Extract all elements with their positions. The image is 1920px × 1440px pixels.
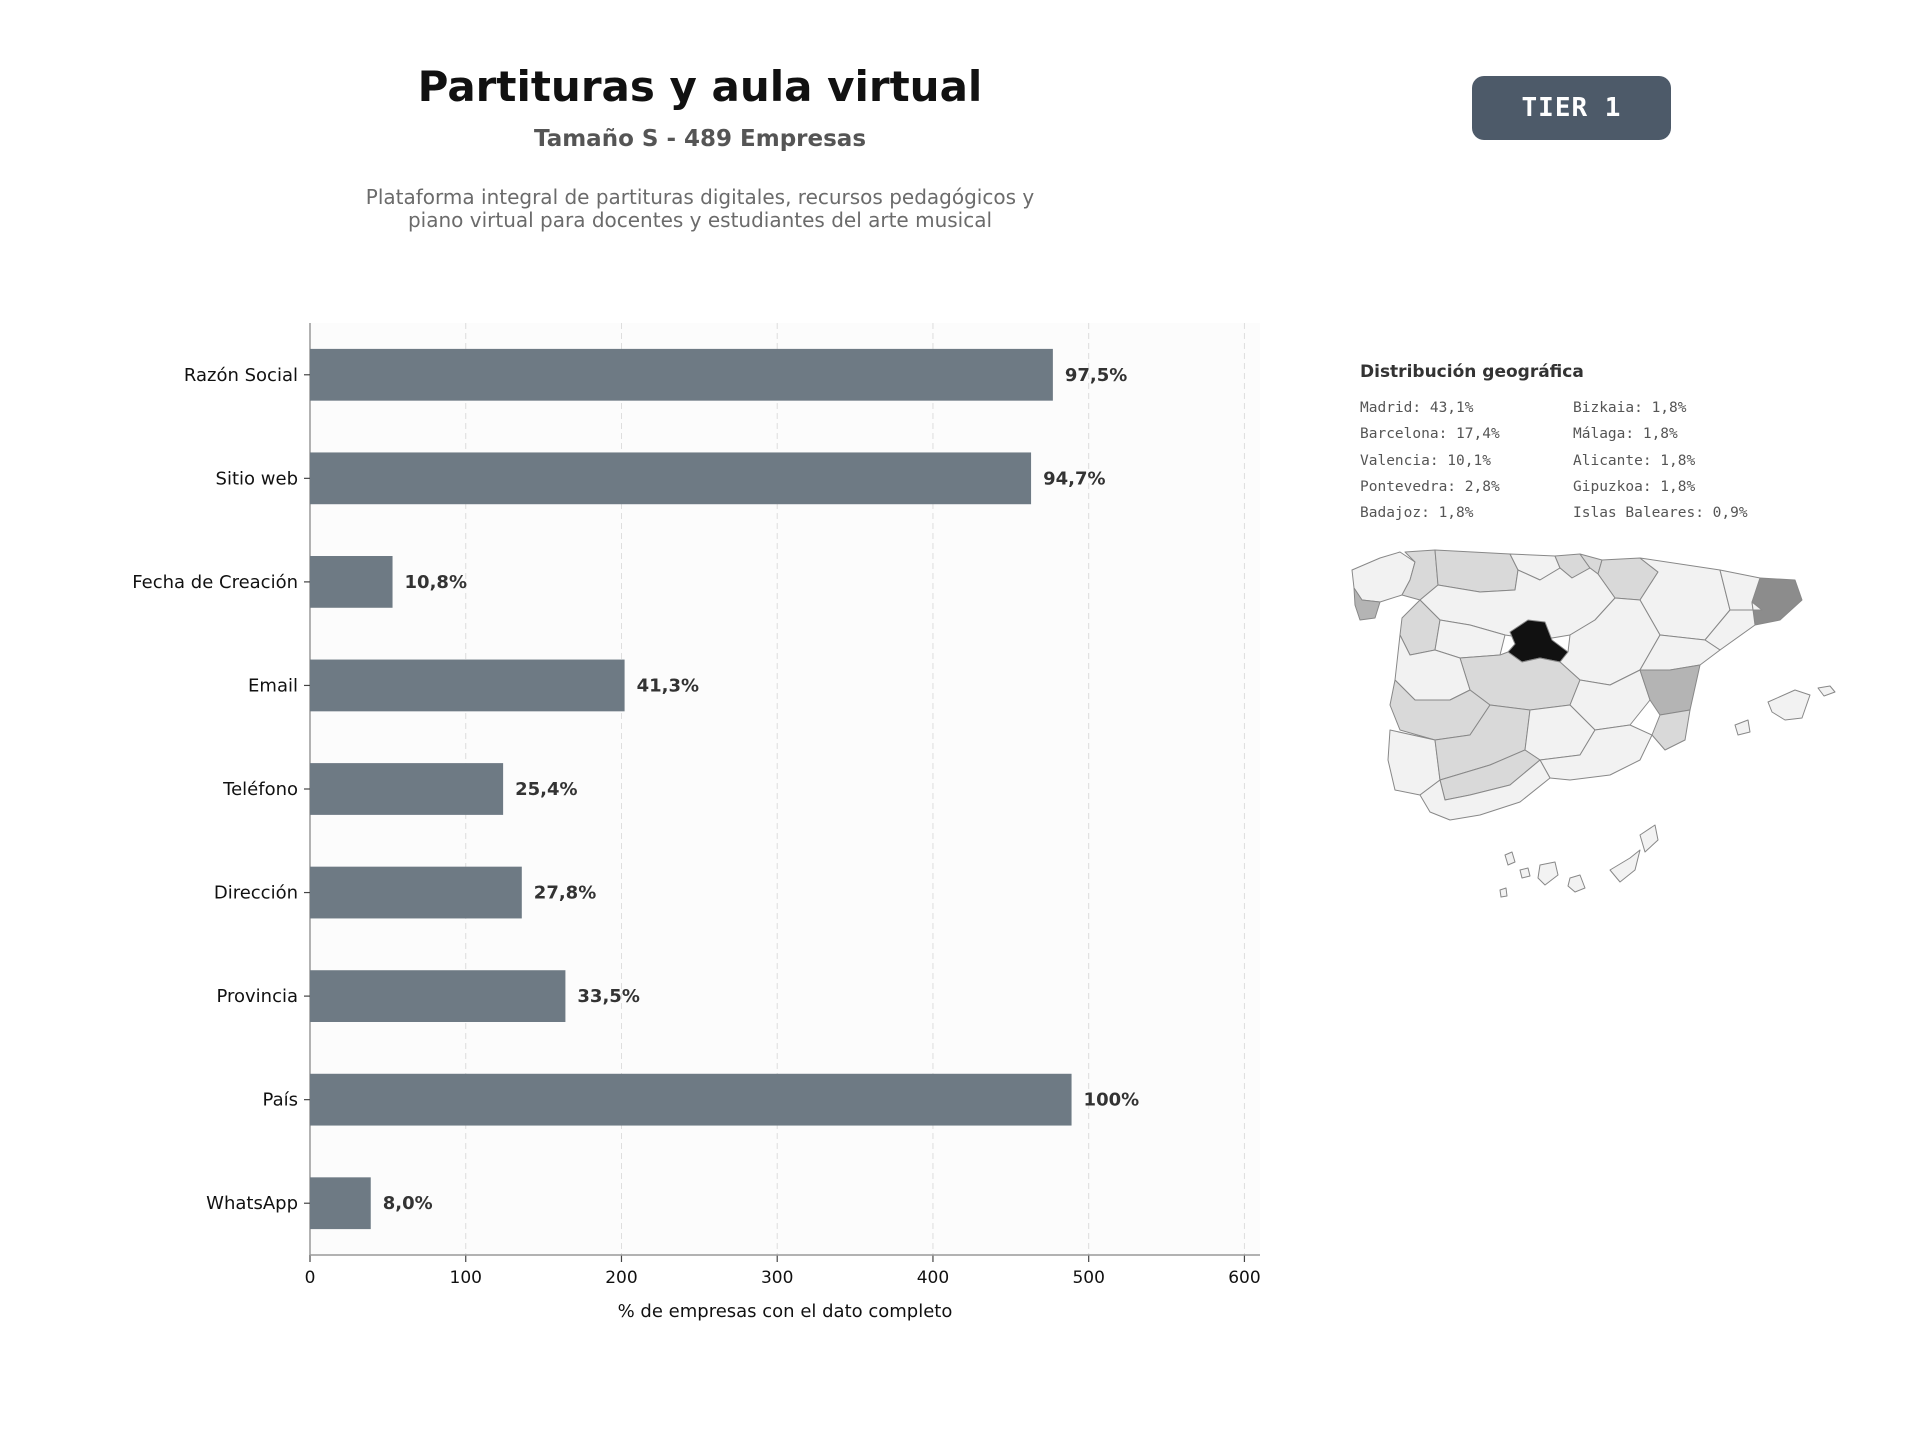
- category-label: Dirección: [214, 883, 298, 904]
- map-region: [1504, 851, 1516, 866]
- map-region: [1419, 759, 1551, 821]
- bar: [310, 659, 625, 712]
- geo-entry: Madrid: 43,1%: [1360, 400, 1474, 416]
- map-region: [1639, 664, 1701, 716]
- geo-entry: Gipuzkoa: 1,8%: [1573, 478, 1696, 495]
- bar: [310, 763, 504, 815]
- bar: [310, 866, 522, 919]
- x-tick-label: 100: [450, 1268, 482, 1288]
- tier-badge: TIER 1: [1472, 76, 1671, 140]
- map-region: [1567, 874, 1586, 893]
- x-tick-label: 600: [1228, 1268, 1260, 1288]
- bar: [310, 1177, 371, 1230]
- value-label: 27,8%: [534, 883, 596, 904]
- geo-entry: Alicante: 1,8%: [1573, 452, 1696, 469]
- geo-list-right: Bizkaia: 1,8% Málaga: 1,8% Alicante: 1,8…: [1573, 395, 1748, 526]
- value-label: 41,3%: [637, 675, 699, 696]
- page-title: Partituras y aula virtual: [417, 62, 983, 111]
- category-label: Provincia: [216, 986, 298, 1007]
- value-label: 33,5%: [577, 986, 639, 1007]
- value-label: 94,7%: [1043, 468, 1105, 489]
- geo-entry: Valencia: 10,1%: [1360, 452, 1491, 469]
- value-label: 97,5%: [1065, 365, 1127, 386]
- x-tick-label: 0: [305, 1268, 316, 1288]
- category-label: WhatsApp: [206, 1193, 298, 1214]
- value-label: 10,8%: [405, 572, 467, 593]
- geo-entry: Islas Baleares: 0,9%: [1573, 505, 1748, 522]
- page-description: Plataforma integral de partituras digita…: [300, 186, 1100, 232]
- map-region: [1609, 849, 1641, 883]
- bar: [310, 348, 1053, 401]
- category-label: Teléfono: [222, 779, 298, 800]
- map-region: [1499, 887, 1508, 898]
- x-axis-label: % de empresas con el dato completo: [618, 1301, 953, 1322]
- bar: [310, 1073, 1072, 1126]
- map-region: [1353, 587, 1381, 621]
- value-label: 8,0%: [383, 1193, 433, 1214]
- bar-chart: 0 100 200 300 400 500 600 Razón Social 97,5% Siti…: [132, 323, 1261, 1322]
- bar: [310, 452, 1032, 505]
- description-line: piano virtual para docentes y estudiante…: [407, 208, 993, 232]
- map-region: [1539, 724, 1653, 781]
- page-subtitle: Tamaño S - 489 Empresas: [533, 126, 867, 152]
- geo-title: Distribución geográfica: [1360, 362, 1584, 382]
- category-label: Fecha de Creación: [132, 572, 298, 593]
- map-region: [1639, 824, 1659, 853]
- map-region: [1751, 577, 1803, 626]
- map-region: [1519, 867, 1531, 879]
- map-region: [1767, 689, 1811, 721]
- value-label: 100%: [1084, 1090, 1140, 1111]
- map-region: [1651, 709, 1691, 751]
- geo-entry: Málaga: 1,8%: [1573, 426, 1678, 443]
- x-tick-label: 200: [605, 1268, 637, 1288]
- x-tick-label: 400: [917, 1268, 949, 1288]
- description-line: Plataforma integral de partituras digita…: [365, 185, 1035, 209]
- geo-list-left: Madrid: 43,1% Barcelona: 17,4% Valencia:…: [1360, 395, 1500, 526]
- category-label: País: [263, 1090, 298, 1111]
- map-region: [1817, 685, 1836, 697]
- bar: [310, 970, 566, 1022]
- bar: [310, 556, 393, 608]
- map-region: [1434, 549, 1519, 593]
- x-tick-label: 300: [761, 1268, 793, 1288]
- geo-entry: Badajoz: 1,8%: [1360, 505, 1474, 522]
- category-label: Email: [248, 675, 298, 696]
- geo-entry: Barcelona: 17,4%: [1360, 426, 1500, 443]
- category-label: Razón Social: [184, 365, 298, 386]
- category-label: Sitio web: [216, 468, 298, 489]
- value-label: 25,4%: [515, 779, 577, 800]
- geo-entry: Bizkaia: 1,8%: [1573, 400, 1687, 416]
- spain-map: [1351, 549, 1836, 898]
- map-region: [1734, 719, 1751, 736]
- x-tick-label: 500: [1072, 1268, 1104, 1288]
- map-region: [1537, 861, 1559, 886]
- geo-entry: Pontevedra: 2,8%: [1360, 478, 1500, 495]
